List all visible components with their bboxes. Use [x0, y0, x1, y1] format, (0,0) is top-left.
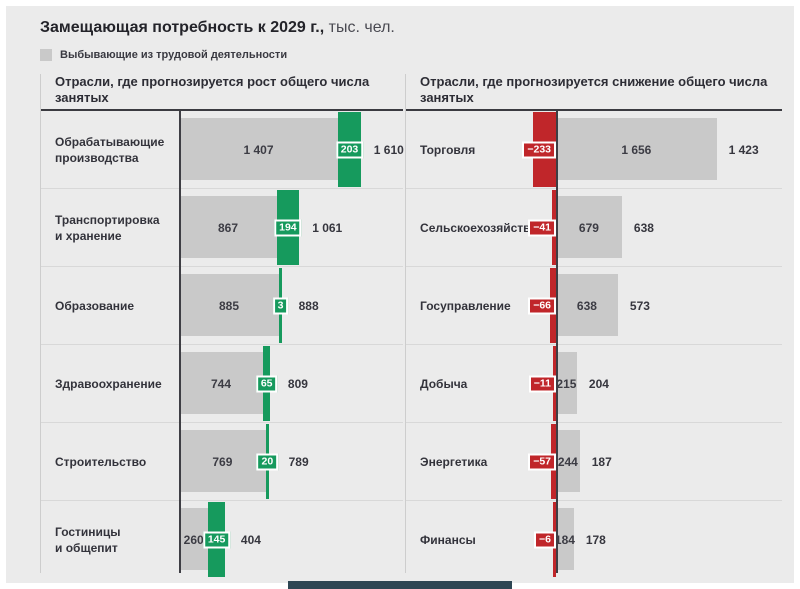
base-bar: [179, 196, 277, 258]
delta-chip: −11: [528, 375, 556, 392]
chart-title: Замещающая потребность к 2029 г., тыс. ч…: [40, 18, 782, 38]
chart-row: Сельскоехозяйство 679 −41 638: [406, 188, 782, 266]
total-value: 204: [588, 376, 609, 391]
chart-row: Госуправление 638 −66 573: [406, 266, 782, 344]
row-label: Торговля: [420, 142, 476, 157]
base-bar: [179, 118, 338, 180]
delta-chip: −57: [528, 453, 556, 470]
total-value: 809: [287, 376, 308, 391]
total-value: 178: [585, 532, 606, 547]
base-bar: [556, 352, 577, 414]
chart-row: Финансы 184 −6 178: [406, 500, 782, 578]
delta-chip: 203: [335, 141, 364, 158]
total-value: 573: [629, 298, 650, 313]
base-value: 885: [218, 298, 240, 313]
total-value: 187: [591, 454, 612, 469]
legend-swatch-gray: [40, 49, 52, 61]
panels-container: Отрасли, где прогнозируется рост общего …: [40, 74, 782, 577]
total-value: 638: [633, 220, 654, 235]
row-label: Строительство: [55, 454, 147, 469]
chart-canvas: Замещающая потребность к 2029 г., тыс. ч…: [6, 6, 794, 583]
delta-chip: 145: [202, 531, 231, 548]
base-value: 638: [576, 298, 597, 313]
base-bar: [179, 274, 279, 336]
row-label: Сельскоехозяйство: [420, 220, 538, 235]
total-value: 1 061: [312, 220, 343, 235]
legend-label: Выбывающие из трудовой деятельности: [60, 49, 288, 61]
row-label: Госуправление: [420, 298, 511, 313]
base-bar: [556, 274, 618, 336]
chart-row: Обрабатывающие производства 1 407 203 1 610: [41, 111, 404, 188]
chart-content: Замещающая потребность к 2029 г., тыс. ч…: [6, 18, 794, 577]
base-value: 260: [183, 532, 204, 547]
total-value: 888: [298, 298, 319, 313]
base-bar: [179, 352, 264, 414]
chart-row: Строительство 769 20 789: [41, 422, 404, 500]
delta-chip: 65: [255, 375, 278, 392]
total-value: 789: [288, 454, 309, 469]
axis-line: [179, 111, 181, 573]
total-value: 404: [240, 532, 261, 547]
base-bar: [556, 430, 580, 492]
panel-growth: Отрасли, где прогнозируется рост общего …: [40, 74, 404, 577]
row-label: Добыча: [420, 376, 468, 391]
delta-chip: 20: [256, 453, 279, 470]
delta-chip: −6: [534, 531, 556, 548]
chart-row: Добыча 215 −11 204: [406, 344, 782, 422]
panel-growth-header: Отрасли, где прогнозируется рост общего …: [41, 74, 404, 111]
panel-rows: Торговля 1 656 −233 1 423 Сельскоехозяйство 6…: [406, 111, 782, 577]
chart-title-main: Замещающая потребность к 2029 г.,: [40, 19, 325, 36]
panel-rows: Обрабатывающие производства 1 407 203 1 610…: [41, 111, 404, 577]
delta-chip: −233: [522, 141, 556, 158]
base-value: 867: [217, 220, 239, 235]
chart-row: Образование 885 3 888: [41, 266, 404, 344]
legend: Выбывающие из трудовой деятельности: [40, 48, 782, 62]
base-value: 244: [557, 454, 578, 469]
base-value: 679: [578, 220, 599, 235]
chart-title-unit: тыс. чел.: [328, 19, 395, 36]
base-value: 1 656: [621, 142, 652, 157]
base-bar: [179, 430, 266, 492]
chart-row: Торговля 1 656 −233 1 423: [406, 111, 782, 188]
base-value: 215: [556, 376, 577, 391]
panel-decline-header: Отрасли, где прогнозируется снижение общ…: [406, 74, 782, 111]
row-label: Обрабатывающие производства: [55, 134, 165, 165]
base-value: 184: [554, 532, 575, 547]
row-label: Транспортировка и хранение: [55, 212, 160, 243]
footer-bar: [288, 581, 512, 589]
row-label: Финансы: [420, 532, 476, 547]
chart-row: Гостиницы и общепит 260 145 404: [41, 500, 404, 578]
base-bar: [556, 508, 574, 570]
row-label: Гостиницы и общепит: [55, 524, 121, 555]
row-label: Энергетика: [420, 454, 488, 469]
total-value: 1 610: [373, 142, 404, 157]
base-value: 769: [212, 454, 233, 469]
total-value: 1 423: [728, 142, 759, 157]
delta-chip: −41: [528, 219, 556, 236]
chart-row: Здравоохранение 744 65 809: [41, 344, 404, 422]
chart-row: Энергетика 244 −57 187: [406, 422, 782, 500]
row-label: Образование: [55, 298, 135, 313]
base-value: 1 407: [243, 142, 274, 157]
axis-line: [556, 111, 559, 573]
panel-decline: Отрасли, где прогнозируется снижение общ…: [405, 74, 782, 577]
delta-chip: 194: [274, 219, 302, 236]
base-bar: [556, 118, 717, 180]
delta-chip: −66: [528, 297, 556, 314]
base-value: 744: [210, 376, 232, 391]
chart-row: Транспортировка и хранение 867 194 1 061: [41, 188, 404, 266]
delta-chip: 3: [272, 297, 289, 314]
base-bar: [556, 196, 622, 258]
row-label: Здравоохранение: [55, 376, 162, 391]
